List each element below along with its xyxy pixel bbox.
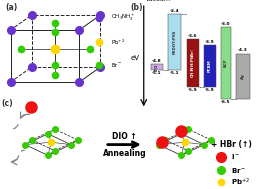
Text: -6.5: -6.5 <box>221 100 231 104</box>
Bar <box>221 27 231 99</box>
Text: Br$^-$: Br$^-$ <box>231 166 246 175</box>
Text: -5.9: -5.9 <box>188 88 198 92</box>
Text: -3.9: -3.9 <box>205 40 215 44</box>
Text: (c): (c) <box>1 99 13 108</box>
Text: eV: eV <box>130 55 139 61</box>
Text: -5.9: -5.9 <box>205 88 215 92</box>
Bar <box>187 39 199 87</box>
Text: I$^-$: I$^-$ <box>231 152 240 161</box>
Text: -4.8: -4.8 <box>152 59 162 63</box>
Text: -2.4: -2.4 <box>170 9 180 13</box>
Text: Annealing: Annealing <box>103 149 146 158</box>
Text: -5.1: -5.1 <box>170 71 180 75</box>
Bar <box>204 45 215 87</box>
Text: CH$_3$NH$_3^+$: CH$_3$NH$_3^+$ <box>111 13 135 23</box>
Text: Pb$^{+2}$: Pb$^{+2}$ <box>231 177 249 188</box>
Text: -5.1: -5.1 <box>152 71 162 75</box>
Text: Vacuum: Vacuum <box>145 0 170 2</box>
Text: -3.6: -3.6 <box>188 34 198 38</box>
Text: PEDOT:PSS: PEDOT:PSS <box>173 30 177 54</box>
Text: PCBM: PCBM <box>208 60 212 72</box>
Text: CH$_3$NH$_3$PbBr$_3$: CH$_3$NH$_3$PbBr$_3$ <box>189 48 197 78</box>
Text: (b): (b) <box>131 3 143 12</box>
Text: -3.0: -3.0 <box>221 22 231 26</box>
Bar <box>151 64 163 70</box>
Text: -4.3: -4.3 <box>238 48 248 52</box>
Bar <box>168 14 181 70</box>
Text: BCP: BCP <box>224 59 228 67</box>
Text: Br$^-$: Br$^-$ <box>111 61 123 69</box>
Text: ITO: ITO <box>155 63 159 71</box>
Bar <box>236 54 250 99</box>
Text: Pb$^{+2}$: Pb$^{+2}$ <box>111 37 125 47</box>
Text: + HBr (↑): + HBr (↑) <box>211 140 252 149</box>
Text: (a): (a) <box>5 3 17 12</box>
Text: Ag: Ag <box>241 73 245 79</box>
Text: DIO ↑: DIO ↑ <box>112 132 137 141</box>
